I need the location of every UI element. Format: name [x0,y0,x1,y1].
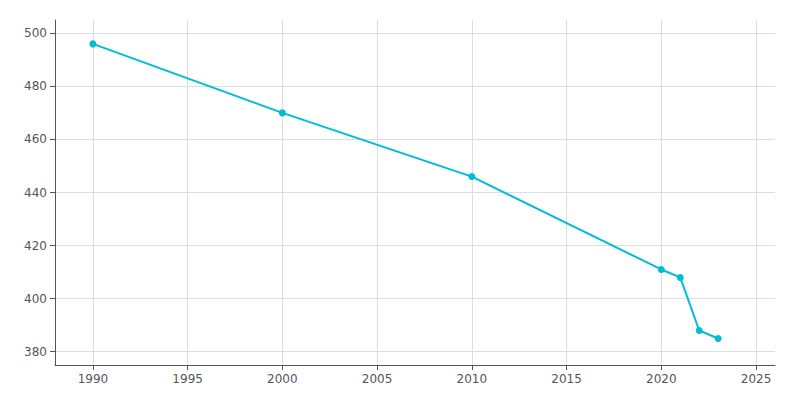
svg-text:460: 460 [24,132,47,146]
svg-text:1995: 1995 [172,372,203,386]
svg-text:2010: 2010 [457,372,488,386]
svg-text:2025: 2025 [741,372,772,386]
svg-text:400: 400 [24,292,47,306]
svg-text:380: 380 [24,345,47,359]
svg-text:2005: 2005 [362,372,393,386]
svg-text:420: 420 [24,239,47,253]
svg-text:500: 500 [24,26,47,40]
svg-text:2000: 2000 [267,372,298,386]
svg-text:2015: 2015 [551,372,582,386]
svg-text:2020: 2020 [646,372,677,386]
svg-text:440: 440 [24,186,47,200]
svg-text:480: 480 [24,79,47,93]
svg-text:1990: 1990 [78,372,109,386]
